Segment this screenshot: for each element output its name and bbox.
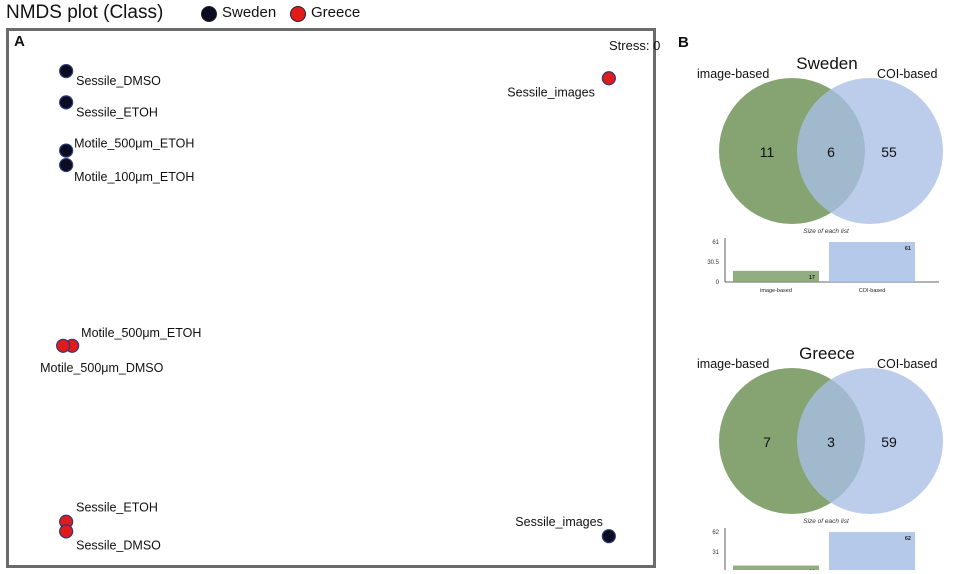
bar-coi-based xyxy=(829,532,915,570)
venn-title-greece: Greece xyxy=(799,344,855,363)
venn-set-label-coi-based: COI-based xyxy=(877,67,937,81)
point-sweden-motile-100-m-etoh xyxy=(59,157,74,173)
point-sweden-sessile-etoh xyxy=(59,95,74,110)
nmds-panel: A Stress: 0 Sessile_DMSO Sessile_ETOH Moti… xyxy=(6,28,660,568)
panel-label-a: A xyxy=(14,33,25,50)
point-label-sweden-sessile-images: Sessile_images xyxy=(515,515,603,529)
venn-count-coi-only: 59 xyxy=(881,434,897,450)
venn-count-intersection: 6 xyxy=(827,144,835,160)
point-label-greece-motile-500-m-dmso: Motile_500μm_DMSO xyxy=(40,361,163,375)
nmds-plot-area: Sessile_DMSO Sessile_ETOH Motile_500μm_ETO… xyxy=(40,63,616,552)
point-label-sweden-sessile-etoh: Sessile_ETOH xyxy=(76,105,158,119)
bar-category-label-image-based: image-based xyxy=(760,288,792,294)
venn-title-sweden: Sweden xyxy=(796,54,857,73)
point-sweden-motile-500-m-etoh xyxy=(59,143,74,158)
venn-set-label-image-based: image-based xyxy=(697,357,769,371)
point-label-greece-sessile-dmso: Sessile_DMSO xyxy=(76,538,161,552)
legend-label-greece: Greece xyxy=(311,4,361,21)
venn-block-sweden: Sweden image-based COI-based 11 6 55 Size of e… xyxy=(697,54,943,294)
legend-label-sweden: Sweden xyxy=(222,4,277,21)
legend-marker-greece xyxy=(290,6,306,22)
point-greece-sessile-dmso xyxy=(59,524,74,539)
bar-value-label-coi-based: 62 xyxy=(905,536,911,542)
point-label-greece-motile-500-m-etoh: Motile_500μm_ETOH xyxy=(81,326,201,340)
stress-label: Stress: 0 xyxy=(609,38,661,53)
venn-circle-coi-based xyxy=(797,78,943,224)
bar-image-based xyxy=(733,565,819,570)
point-label-greece-sessile-images: Sessile_images xyxy=(507,85,595,99)
size-caption: Size of each list xyxy=(803,518,850,525)
bar-y-tick-label: 62 xyxy=(712,530,719,536)
bar-category-label-coi-based: COI-based xyxy=(859,288,886,294)
point-sweden-sessile-dmso xyxy=(59,63,74,79)
panel-label-b: B xyxy=(678,34,689,51)
legend-marker-sweden xyxy=(201,6,217,22)
point-label-sweden-motile-500-m-etoh: Motile_500μm_ETOH xyxy=(74,137,194,151)
point-label-sweden-motile-100-m-etoh: Motile_100μm_ETOH xyxy=(74,170,194,184)
point-greece-sessile-images xyxy=(601,71,616,86)
venn-panel: Sweden image-based COI-based 11 6 55 Size of e… xyxy=(697,54,943,570)
point-label-sweden-sessile-dmso: Sessile_DMSO xyxy=(76,74,161,88)
venn-count-intersection: 3 xyxy=(827,434,835,450)
bar-y-tick-label: 30.5 xyxy=(707,260,719,266)
bar-value-label-image-based: 17 xyxy=(809,275,815,281)
chart-title: NMDS plot (Class) xyxy=(6,2,164,23)
venn-set-label-image-based: image-based xyxy=(697,67,769,81)
venn-set-label-coi-based: COI-based xyxy=(877,357,937,371)
venn-count-image-only: 7 xyxy=(763,434,771,450)
size-caption: Size of each list xyxy=(803,228,850,235)
bar-value-label-coi-based: 61 xyxy=(905,246,911,252)
bar-y-tick-label: 61 xyxy=(712,240,719,246)
bar-y-tick-label: 31 xyxy=(712,550,719,556)
point-label-greece-sessile-etoh: Sessile_ETOH xyxy=(76,501,158,515)
venn-block-greece: Greece image-based COI-based 7 3 59 Size of ea… xyxy=(697,344,943,570)
bar-coi-based xyxy=(829,242,915,282)
bar-y-tick-label: 0 xyxy=(716,280,720,286)
point-greece-motile-500-m-dmso xyxy=(56,338,71,353)
bar-image-based xyxy=(733,270,819,282)
venn-circle-coi-based xyxy=(797,368,943,514)
venn-count-coi-only: 55 xyxy=(881,144,897,160)
venn-count-image-only: 11 xyxy=(760,144,775,160)
point-sweden-sessile-images xyxy=(601,529,616,544)
